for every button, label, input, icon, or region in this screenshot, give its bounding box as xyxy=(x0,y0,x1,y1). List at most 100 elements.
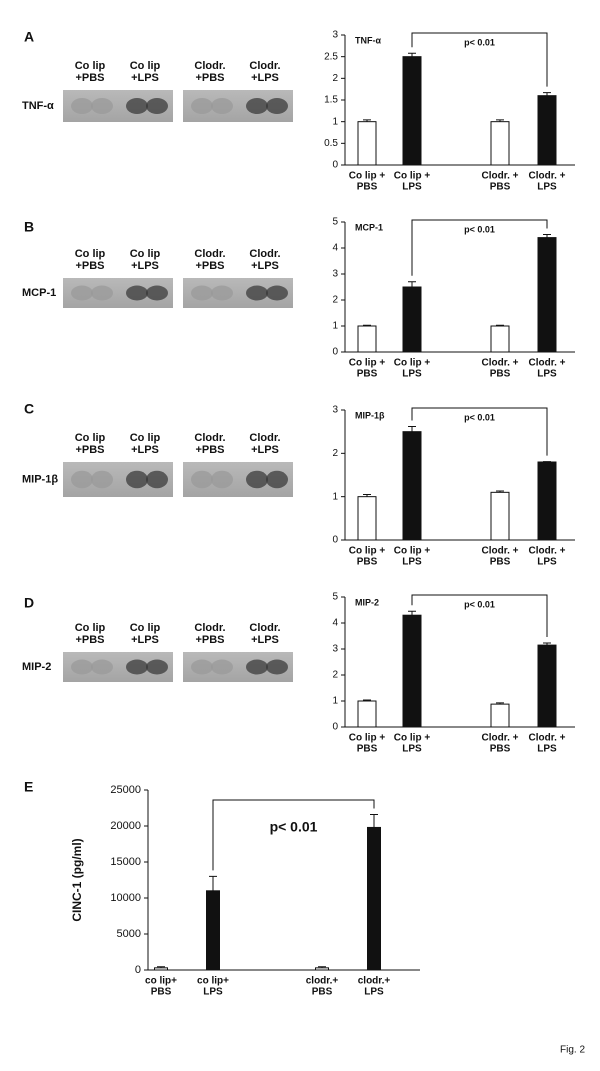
y-tick-label: 3 xyxy=(332,405,338,416)
x-tick-label: LPS xyxy=(537,744,557,755)
x-tick-label: PBS xyxy=(151,987,172,998)
y-tick-label: 1.5 xyxy=(324,95,338,106)
x-tick-label: PBS xyxy=(357,182,378,193)
y-axis-label: CINC-1 (pg/ml) xyxy=(70,838,84,921)
significance-bracket xyxy=(212,799,375,871)
y-tick-label: 4 xyxy=(332,243,338,254)
x-tick-label: Clodr. + xyxy=(482,358,519,369)
error-bar xyxy=(157,966,165,968)
y-tick-label: 1 xyxy=(332,491,338,502)
x-tick-label: Clodr. + xyxy=(482,546,519,557)
error-bar xyxy=(363,119,371,122)
x-tick-label: clodr.+ xyxy=(358,976,391,987)
y-tick-label: 2 xyxy=(332,448,338,459)
blot-band xyxy=(71,470,93,489)
blot-band xyxy=(246,659,268,675)
blot-row-label: MIP-2 xyxy=(22,661,51,673)
blot-band xyxy=(126,285,148,301)
annotation: p< 0.01 xyxy=(464,224,495,234)
error-bar xyxy=(408,425,416,432)
bar xyxy=(357,700,377,728)
bar xyxy=(490,325,510,353)
significance-bracket xyxy=(411,219,548,276)
error-bar xyxy=(209,875,217,891)
x-tick-label: Co lip + xyxy=(394,546,431,557)
x-tick-label: clodr.+ xyxy=(306,976,339,987)
annotation: p< 0.01 xyxy=(270,819,318,835)
blot-band xyxy=(266,659,288,675)
bar xyxy=(402,614,422,728)
x-tick-label: PBS xyxy=(490,557,511,568)
chart-title: MIP-2 xyxy=(355,597,379,607)
y-tick-label: 0 xyxy=(332,160,338,171)
blot-column-label: Co lip xyxy=(75,248,106,260)
error-bar xyxy=(363,494,371,497)
panel-label: A xyxy=(24,29,34,45)
y-tick-label: 20000 xyxy=(110,820,141,832)
blot-column-label: Clodr. xyxy=(194,432,225,444)
bar xyxy=(367,826,381,971)
error-bar xyxy=(496,324,504,326)
blot-column-label: +LPS xyxy=(131,260,159,272)
y-tick-label: 5 xyxy=(332,217,338,228)
blot-column-label: +PBS xyxy=(195,634,224,646)
chart-title: MIP-1β xyxy=(355,410,385,420)
y-tick-label: 0 xyxy=(332,347,338,358)
y-tick-label: 3 xyxy=(332,30,338,41)
blot-band xyxy=(91,285,113,301)
blot-band xyxy=(146,659,168,675)
error-bar xyxy=(370,813,378,828)
blot-band xyxy=(191,659,213,675)
bar xyxy=(206,890,220,971)
bar xyxy=(357,496,377,541)
error-bar xyxy=(543,92,551,96)
blot-band xyxy=(266,285,288,301)
error-bar xyxy=(363,699,371,701)
panel-label: C xyxy=(24,401,34,417)
x-tick-label: Co lip + xyxy=(349,358,386,369)
x-tick-label: LPS xyxy=(402,182,422,193)
x-tick-label: Co lip + xyxy=(394,171,431,182)
blot-column-label: Co lip xyxy=(130,248,161,260)
x-tick-label: PBS xyxy=(490,182,511,193)
x-tick-label: PBS xyxy=(357,744,378,755)
blot-band xyxy=(146,285,168,301)
error-bar xyxy=(363,324,371,326)
x-tick-label: LPS xyxy=(364,987,384,998)
x-tick-label: co lip+ xyxy=(197,976,229,987)
bar xyxy=(402,431,422,541)
blot-band xyxy=(146,470,168,489)
y-tick-label: 15000 xyxy=(110,856,141,868)
x-tick-label: LPS xyxy=(402,744,422,755)
blot-column-label: Clodr. xyxy=(194,60,225,72)
blot-column-label: +LPS xyxy=(131,444,159,456)
blot-band xyxy=(71,659,93,675)
blot-band xyxy=(266,470,288,489)
blot-band xyxy=(246,285,268,301)
y-tick-label: 2 xyxy=(332,295,338,306)
blot-column-label: +PBS xyxy=(195,72,224,84)
y-tick-label: 0 xyxy=(332,535,338,546)
y-tick-label: 5 xyxy=(332,592,338,603)
blot-row-label: MCP-1 xyxy=(22,287,56,299)
annotation: p< 0.01 xyxy=(464,37,495,47)
y-tick-label: 2 xyxy=(332,73,338,84)
error-bar xyxy=(408,281,416,287)
y-tick-label: 1 xyxy=(332,321,338,332)
blot-band xyxy=(211,285,233,301)
blot-column-label: +LPS xyxy=(251,634,279,646)
x-tick-label: co lip+ xyxy=(145,976,177,987)
chart-title: TNF-α xyxy=(355,35,381,45)
figure-label: Fig. 2 xyxy=(560,1045,585,1056)
blot-band xyxy=(191,98,213,114)
y-tick-label: 1 xyxy=(332,116,338,127)
blot-column-label: Clodr. xyxy=(194,622,225,634)
blot-band xyxy=(211,470,233,489)
x-tick-label: Co lip + xyxy=(349,733,386,744)
x-tick-label: Clodr. + xyxy=(529,358,566,369)
significance-bracket xyxy=(411,407,548,456)
blot-band xyxy=(146,98,168,114)
blot-band xyxy=(211,98,233,114)
error-bar xyxy=(496,490,504,493)
blot-band xyxy=(266,98,288,114)
